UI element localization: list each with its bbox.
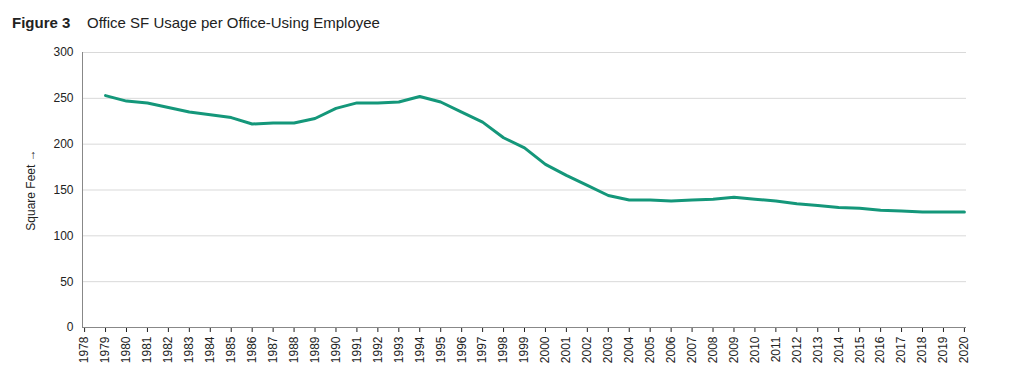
svg-text:2015: 2015 <box>853 336 867 363</box>
svg-text:2020: 2020 <box>957 336 971 363</box>
svg-text:250: 250 <box>53 91 73 105</box>
svg-text:2007: 2007 <box>685 336 699 363</box>
svg-text:1995: 1995 <box>434 336 448 363</box>
svg-text:2002: 2002 <box>580 336 594 363</box>
svg-text:1990: 1990 <box>329 336 343 363</box>
svg-text:1979: 1979 <box>98 336 112 363</box>
svg-text:2016: 2016 <box>873 336 887 363</box>
svg-text:2005: 2005 <box>643 336 657 363</box>
svg-text:1986: 1986 <box>245 336 259 363</box>
svg-text:2003: 2003 <box>601 336 615 363</box>
svg-text:2018: 2018 <box>915 336 929 363</box>
svg-text:2000: 2000 <box>538 336 552 363</box>
svg-text:1985: 1985 <box>224 336 238 363</box>
svg-text:2011: 2011 <box>769 336 783 362</box>
svg-text:2004: 2004 <box>622 336 636 363</box>
svg-text:1996: 1996 <box>454 336 468 363</box>
svg-text:1999: 1999 <box>517 336 531 363</box>
svg-text:2008: 2008 <box>706 336 720 363</box>
svg-text:1984: 1984 <box>203 336 217 363</box>
svg-text:2009: 2009 <box>727 336 741 363</box>
svg-text:1981: 1981 <box>140 336 154 363</box>
svg-text:Square Feet →: Square Feet → <box>24 149 38 230</box>
svg-text:1983: 1983 <box>182 336 196 363</box>
svg-text:1978: 1978 <box>77 336 91 363</box>
svg-text:0: 0 <box>67 320 74 334</box>
svg-text:2006: 2006 <box>664 336 678 363</box>
svg-text:1991: 1991 <box>350 336 364 363</box>
svg-text:1987: 1987 <box>266 336 280 363</box>
svg-text:50: 50 <box>60 275 74 289</box>
svg-text:1998: 1998 <box>496 336 510 363</box>
svg-text:100: 100 <box>53 229 73 243</box>
svg-text:2012: 2012 <box>790 336 804 363</box>
svg-text:2014: 2014 <box>832 336 846 363</box>
svg-text:1989: 1989 <box>308 336 322 363</box>
svg-text:2019: 2019 <box>936 336 950 363</box>
html-text:Figure 3 Office SF Usage per O: Figure 3 Office SF Usage per Office-Usin… <box>12 14 380 31</box>
svg-text:1982: 1982 <box>161 336 175 363</box>
svg-text:1993: 1993 <box>392 336 406 363</box>
svg-text:1980: 1980 <box>119 336 133 363</box>
svg-text:2010: 2010 <box>748 336 762 363</box>
svg-text:200: 200 <box>53 137 73 151</box>
svg-text:150: 150 <box>53 183 73 197</box>
svg-text:1988: 1988 <box>287 336 301 363</box>
svg-text:300: 300 <box>53 45 73 59</box>
svg-text:1997: 1997 <box>475 336 489 363</box>
svg-text:2001: 2001 <box>559 336 573 363</box>
svg-text:1992: 1992 <box>371 336 385 363</box>
svg-text:2017: 2017 <box>894 336 908 363</box>
svg-text:1994: 1994 <box>413 336 427 363</box>
svg-text:2013: 2013 <box>811 336 825 363</box>
